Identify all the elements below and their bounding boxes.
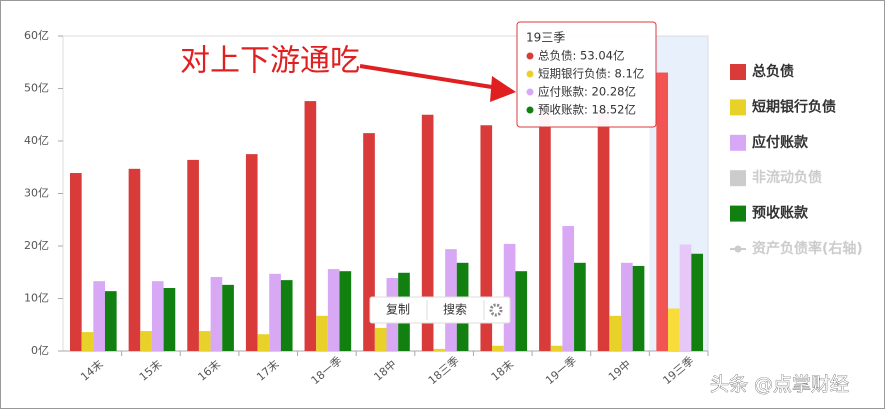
bar xyxy=(104,291,117,351)
tooltip-title: 19三季 xyxy=(526,31,565,45)
bar xyxy=(257,334,270,351)
bar xyxy=(421,114,434,351)
bar xyxy=(374,327,387,351)
bar xyxy=(363,133,375,351)
bar xyxy=(492,345,504,351)
bar xyxy=(245,154,258,351)
tooltip-line: 预收账款: 18.52亿 xyxy=(538,103,636,117)
bar xyxy=(304,101,317,351)
bar xyxy=(621,262,633,351)
tooltip-dot xyxy=(526,106,534,114)
bar xyxy=(668,308,680,351)
legend-swatch xyxy=(730,134,746,151)
bar xyxy=(550,345,563,351)
arrow-head xyxy=(490,76,516,102)
legend-label[interactable]: 应付账款 xyxy=(752,134,809,151)
bar xyxy=(480,125,493,351)
tooltip-dot xyxy=(526,88,534,96)
annotation: 对上下游通吃 xyxy=(180,44,360,79)
x-tick-label: 17末 xyxy=(254,357,282,384)
menu-item[interactable]: 复制 xyxy=(386,303,410,317)
legend-label[interactable]: 非流动负债 xyxy=(752,169,822,186)
x-tick-label: 19中 xyxy=(606,358,634,384)
bar xyxy=(210,276,223,351)
bar xyxy=(609,315,622,351)
legend-label[interactable]: 短期银行负债 xyxy=(752,98,836,115)
bar xyxy=(93,281,105,351)
bar xyxy=(339,271,352,351)
bar xyxy=(81,332,94,351)
bar xyxy=(597,109,610,351)
x-tick-label: 18三季 xyxy=(426,354,462,387)
arrow-shaft xyxy=(359,64,499,90)
legend-swatch xyxy=(730,205,746,222)
legend-label[interactable]: 资产负债率(右轴) xyxy=(752,240,863,257)
tooltip-dot xyxy=(526,52,534,60)
x-tick-label: 14末 xyxy=(78,357,106,384)
menu-box xyxy=(369,296,511,324)
bar xyxy=(70,173,82,351)
bar xyxy=(128,168,141,351)
x-tick-label: 16末 xyxy=(195,357,223,384)
x-tick-label: 18末 xyxy=(488,357,516,384)
bar xyxy=(280,280,293,351)
y-tick-label: 30亿 xyxy=(24,187,49,200)
legend-swatch xyxy=(730,99,746,116)
tooltip-line: 应付账款: 20.28亿 xyxy=(538,85,636,99)
context-menu: 复制 搜索 xyxy=(369,296,511,324)
x-tick-label: 19一季 xyxy=(543,354,579,387)
y-tick-label: 40亿 xyxy=(24,134,49,147)
legend-swatch xyxy=(730,64,746,80)
legend-label[interactable]: 预收账款 xyxy=(752,205,809,222)
bar xyxy=(140,331,152,351)
y-tick-label: 0亿 xyxy=(31,344,49,357)
bar xyxy=(163,288,176,351)
x-tick-label: 18一季 xyxy=(309,354,345,387)
x-tick-label: 18中 xyxy=(371,358,399,384)
bar xyxy=(151,281,164,351)
legend-swatch xyxy=(730,170,746,187)
bar xyxy=(691,253,703,351)
bar xyxy=(515,271,528,351)
menu-gear[interactable] xyxy=(489,303,503,317)
bar xyxy=(562,226,575,351)
bar xyxy=(632,265,645,351)
legend-label[interactable]: 总负债 xyxy=(752,63,794,80)
bar xyxy=(433,348,446,351)
tooltip-line: 总负债: 53.04亿 xyxy=(538,49,624,63)
x-tick-label: 19三季 xyxy=(660,354,696,387)
bar xyxy=(327,269,340,351)
y-tick-label: 60亿 xyxy=(24,29,49,42)
tooltip-box xyxy=(516,21,657,128)
tooltip-dot xyxy=(526,70,534,78)
x-tick-label: 15末 xyxy=(136,357,164,384)
bar xyxy=(539,104,551,351)
bar xyxy=(574,262,586,351)
bar xyxy=(269,273,281,351)
watermark: 头条 @点掌财经 xyxy=(710,374,849,396)
tooltip-line: 短期银行负债: 8.1亿 xyxy=(538,67,644,81)
bar xyxy=(198,331,211,351)
y-tick-label: 20亿 xyxy=(24,239,49,252)
bar xyxy=(316,315,328,351)
bar xyxy=(679,244,692,351)
bar xyxy=(187,159,199,351)
legend-dot xyxy=(734,245,742,253)
y-tick-label: 10亿 xyxy=(24,292,49,305)
y-tick-label: 50亿 xyxy=(24,82,49,95)
menu-item[interactable]: 搜索 xyxy=(443,302,467,317)
bar xyxy=(656,72,669,351)
bar xyxy=(222,284,234,351)
